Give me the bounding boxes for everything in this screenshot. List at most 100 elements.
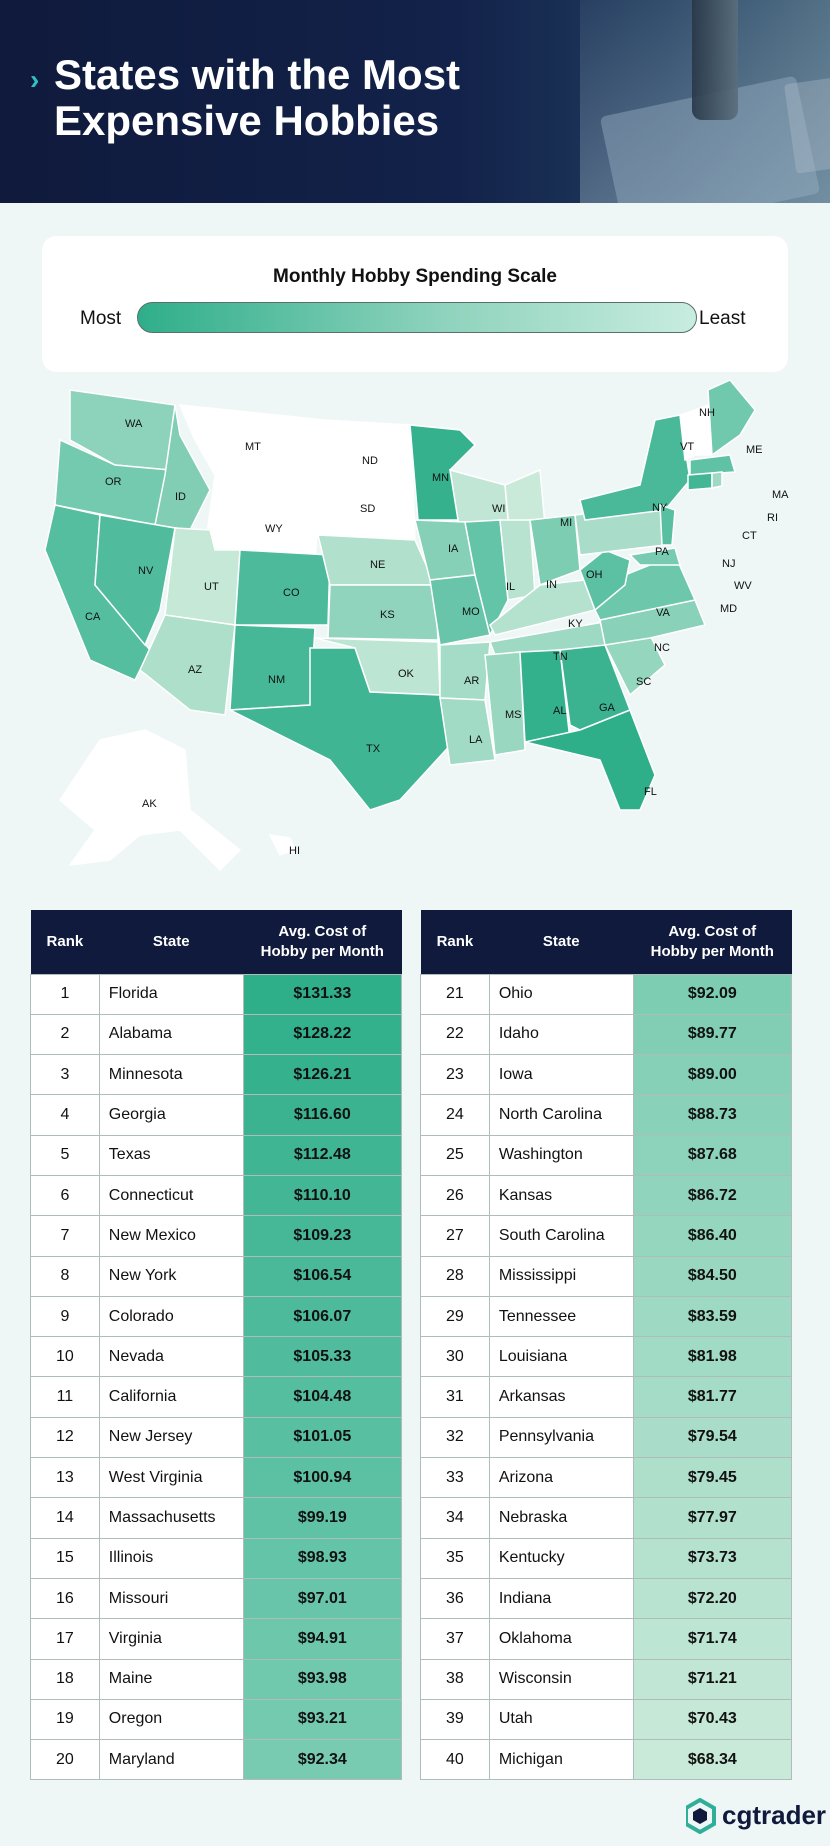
rank-cell: 15 — [30, 1537, 100, 1579]
rank-cell: 2 — [30, 1013, 100, 1056]
state-md — [628, 547, 682, 566]
state-fl — [524, 709, 656, 811]
state-ms — [484, 651, 526, 756]
rank-cell: 18 — [30, 1658, 100, 1700]
state-cell: North Carolina — [488, 1094, 634, 1136]
map-label: SD — [360, 503, 375, 515]
state-cell: Oregon — [98, 1698, 244, 1741]
cost-cell: $79.45 — [632, 1457, 793, 1499]
state-ks — [327, 584, 439, 641]
state-me — [707, 380, 756, 457]
rank-cell: 21 — [420, 973, 490, 1015]
state-cell: New Mexico — [98, 1215, 244, 1257]
cost-cell: $87.68 — [632, 1134, 793, 1176]
table-row: 12 New Jersey $101.05 — [30, 1416, 403, 1459]
cost-cell: $106.54 — [242, 1255, 403, 1297]
table-row: 32 Pennsylvania $79.54 — [420, 1416, 793, 1459]
table-row: 19 Oregon $93.21 — [30, 1698, 403, 1741]
table-row: 15 Illinois $98.93 — [30, 1537, 403, 1579]
scale-most-label: Most — [80, 308, 122, 329]
state-cell: Colorado — [98, 1295, 244, 1338]
cost-cell: $106.07 — [242, 1295, 403, 1338]
map-label: NH — [699, 407, 715, 419]
state-cell: Virginia — [98, 1618, 244, 1660]
cost-cell: $71.21 — [632, 1658, 793, 1700]
rank-cell: 27 — [420, 1215, 490, 1257]
map-label: MA — [772, 489, 789, 501]
state-cell: Washington — [488, 1134, 634, 1176]
rank-cell: 39 — [420, 1698, 490, 1741]
state-hi — [268, 834, 297, 856]
map-label: CO — [283, 587, 300, 599]
cost-header: Avg. Cost of Hobby per Month — [633, 910, 792, 974]
rank-cell: 34 — [420, 1497, 490, 1539]
us-map: WA OR ID MT ND SD WY MN WI MI NY ME NH V… — [44, 380, 789, 872]
cost-cell: $112.48 — [242, 1134, 403, 1176]
cost-cell: $83.59 — [632, 1295, 793, 1338]
map-label: SC — [636, 676, 651, 688]
map-label: NE — [370, 559, 385, 571]
cost-cell: $94.91 — [242, 1618, 403, 1660]
map-label: ID — [175, 491, 186, 503]
table-row: 39 Utah $70.43 — [420, 1698, 793, 1741]
table-row: 31 Arkansas $81.77 — [420, 1376, 793, 1418]
cost-cell: $128.22 — [242, 1013, 403, 1056]
state-ri — [711, 471, 723, 489]
cost-cell: $131.33 — [242, 973, 403, 1015]
map-label: MO — [462, 606, 480, 618]
state-header: State — [489, 910, 634, 974]
cost-header: Avg. Cost of Hobby per Month — [243, 910, 402, 974]
map-label: VT — [680, 441, 694, 453]
state-cell: Minnesota — [98, 1054, 244, 1096]
state-cell: New Jersey — [98, 1416, 244, 1459]
state-cell: Missouri — [98, 1577, 244, 1620]
table-row: 26 Kansas $86.72 — [420, 1174, 793, 1217]
rank-cell: 26 — [420, 1174, 490, 1217]
table-row: 14 Massachusetts $99.19 — [30, 1497, 403, 1539]
scale-least-label: Least — [699, 308, 746, 329]
map-label: TX — [366, 743, 381, 755]
map-label: AL — [553, 705, 566, 717]
state-cell: Arizona — [488, 1457, 634, 1499]
page-title: States with the Most Expensive Hobbies — [54, 51, 461, 144]
scale-legend: Monthly Hobby Spending Scale Most Least — [42, 236, 788, 372]
table-row: 20 Maryland $92.34 — [30, 1739, 403, 1781]
map-label: AZ — [188, 664, 202, 676]
table-row: 1 Florida $131.33 — [30, 973, 403, 1015]
state-cell: Oklahoma — [488, 1618, 634, 1660]
cost-cell: $73.73 — [632, 1537, 793, 1579]
map-label: FL — [644, 786, 657, 798]
table-row: 7 New Mexico $109.23 — [30, 1215, 403, 1257]
map-label: VA — [656, 607, 671, 619]
map-label: MS — [505, 709, 522, 721]
cost-header-line2: Hobby per Month — [260, 942, 384, 960]
ranking-table-right: Rank State Avg. Cost of Hobby per Month 2… — [420, 910, 793, 1781]
table-row: 18 Maine $93.98 — [30, 1658, 403, 1700]
cost-cell: $126.21 — [242, 1054, 403, 1096]
cost-header-line2: Hobby per Month — [650, 942, 774, 960]
table-row: 40 Michigan $68.34 — [420, 1739, 793, 1781]
cost-cell: $86.72 — [632, 1174, 793, 1217]
map-label: OR — [105, 476, 122, 488]
cost-cell: $93.21 — [242, 1698, 403, 1741]
state-cell: Georgia — [98, 1094, 244, 1136]
cost-cell: $97.01 — [242, 1577, 403, 1620]
map-label: NC — [654, 642, 670, 654]
map-label: NM — [268, 674, 285, 686]
map-label: OK — [398, 668, 415, 680]
rank-cell: 38 — [420, 1658, 490, 1700]
table-row: 13 West Virginia $100.94 — [30, 1457, 403, 1499]
state-cell: Indiana — [488, 1577, 634, 1620]
map-label: ND — [362, 455, 378, 467]
table-row: 35 Kentucky $73.73 — [420, 1537, 793, 1579]
table-row: 24 North Carolina $88.73 — [420, 1094, 793, 1136]
rank-cell: 10 — [30, 1336, 100, 1378]
table-row: 11 California $104.48 — [30, 1376, 403, 1418]
state-cell: Texas — [98, 1134, 244, 1176]
scale-title: Monthly Hobby Spending Scale — [273, 266, 557, 287]
cost-cell: $101.05 — [242, 1416, 403, 1459]
rank-cell: 1 — [30, 973, 100, 1015]
state-cell: Utah — [488, 1698, 634, 1741]
rank-cell: 40 — [420, 1739, 490, 1781]
state-tx — [227, 647, 456, 811]
